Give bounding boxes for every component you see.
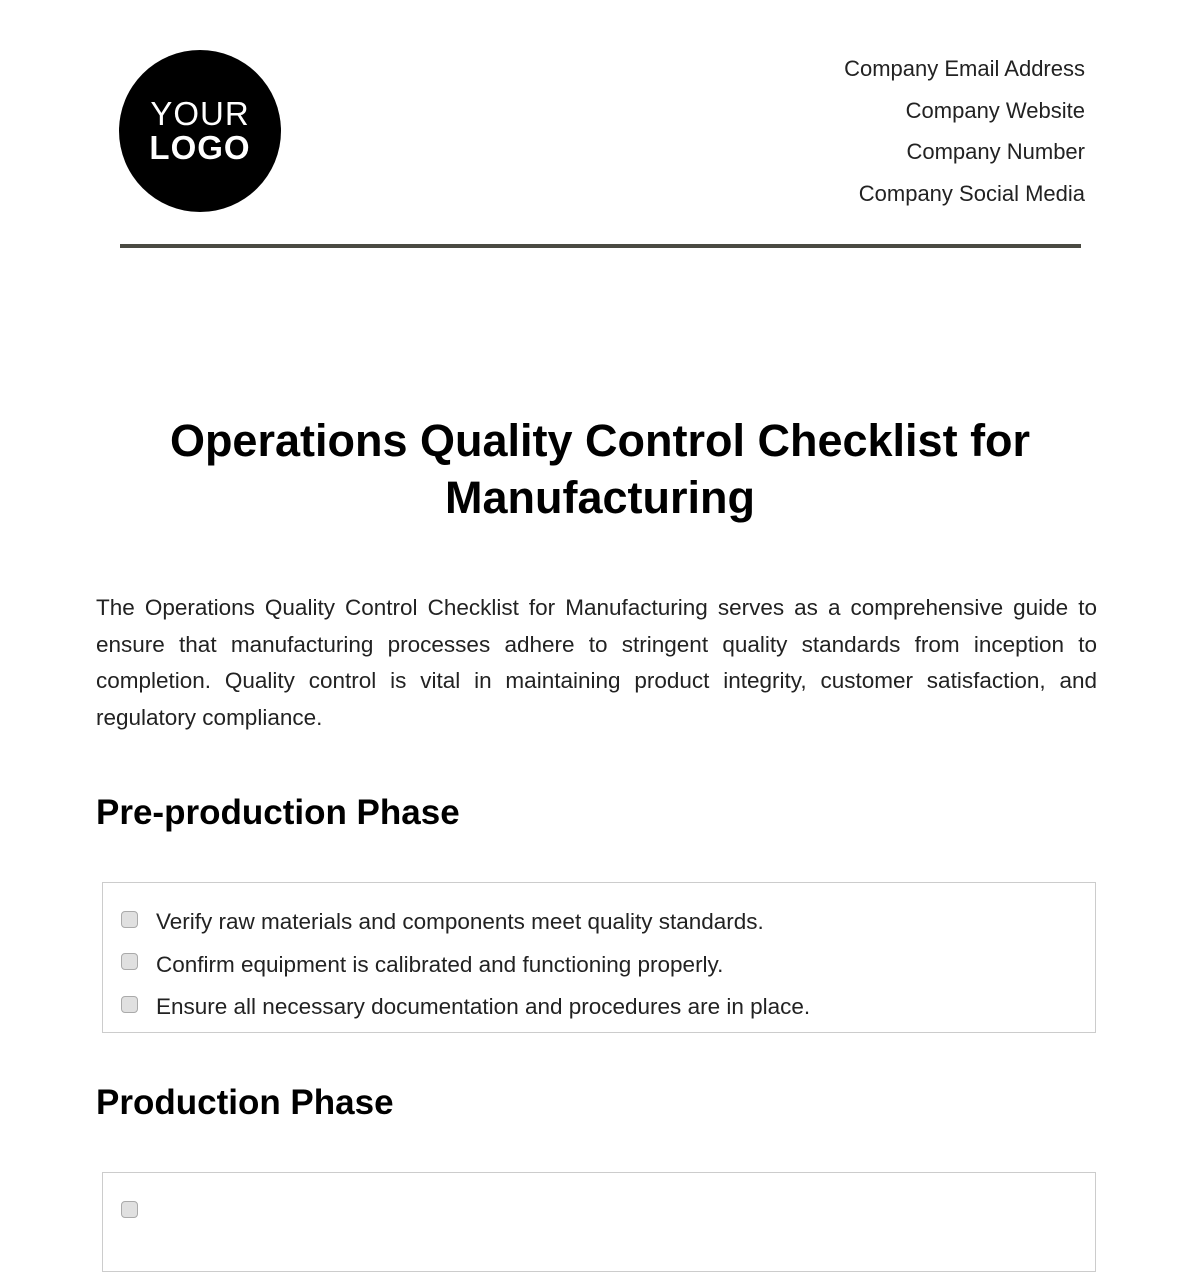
logo-text-your: YOUR [150,95,250,132]
checklist-production [102,1172,1096,1272]
checkbox[interactable] [121,910,138,928]
checklist-item-label: Verify raw materials and components meet… [156,909,764,935]
company-social-media: Company Social Media [858,181,1085,207]
checklist-pre-production: Verify raw materials and components meet… [102,882,1096,1033]
header-divider [120,244,1081,248]
section-heading-production: Production Phase [96,1083,394,1122]
document-title: Operations Quality Control Checklist for… [169,415,1031,523]
intro-paragraph: The Operations Quality Control Checklist… [96,595,1097,730]
company-number: Company Number [906,139,1085,165]
checklist-item[interactable] [121,1191,1095,1234]
checklist-item[interactable]: Verify raw materials and components meet… [121,901,1095,944]
company-logo: YOUR LOGO [119,50,281,212]
checkbox[interactable] [121,995,138,1013]
checklist-item-label: Confirm equipment is calibrated and func… [156,951,724,977]
checklist-item[interactable]: Confirm equipment is calibrated and func… [121,944,1095,987]
section-heading-pre-production: Pre-production Phase [96,793,460,832]
logo-text-logo: LOGO [149,129,251,166]
company-website: Company Website [905,97,1085,123]
company-contact-block: Company Email Address Company Website Co… [844,54,1085,221]
company-email: Company Email Address [844,56,1085,81]
checkbox[interactable] [121,953,138,971]
checklist-item-label: Ensure all necessary documentation and p… [156,994,811,1020]
checklist-item[interactable]: Ensure all necessary documentation and p… [121,986,1095,1029]
checkbox[interactable] [121,1200,138,1218]
